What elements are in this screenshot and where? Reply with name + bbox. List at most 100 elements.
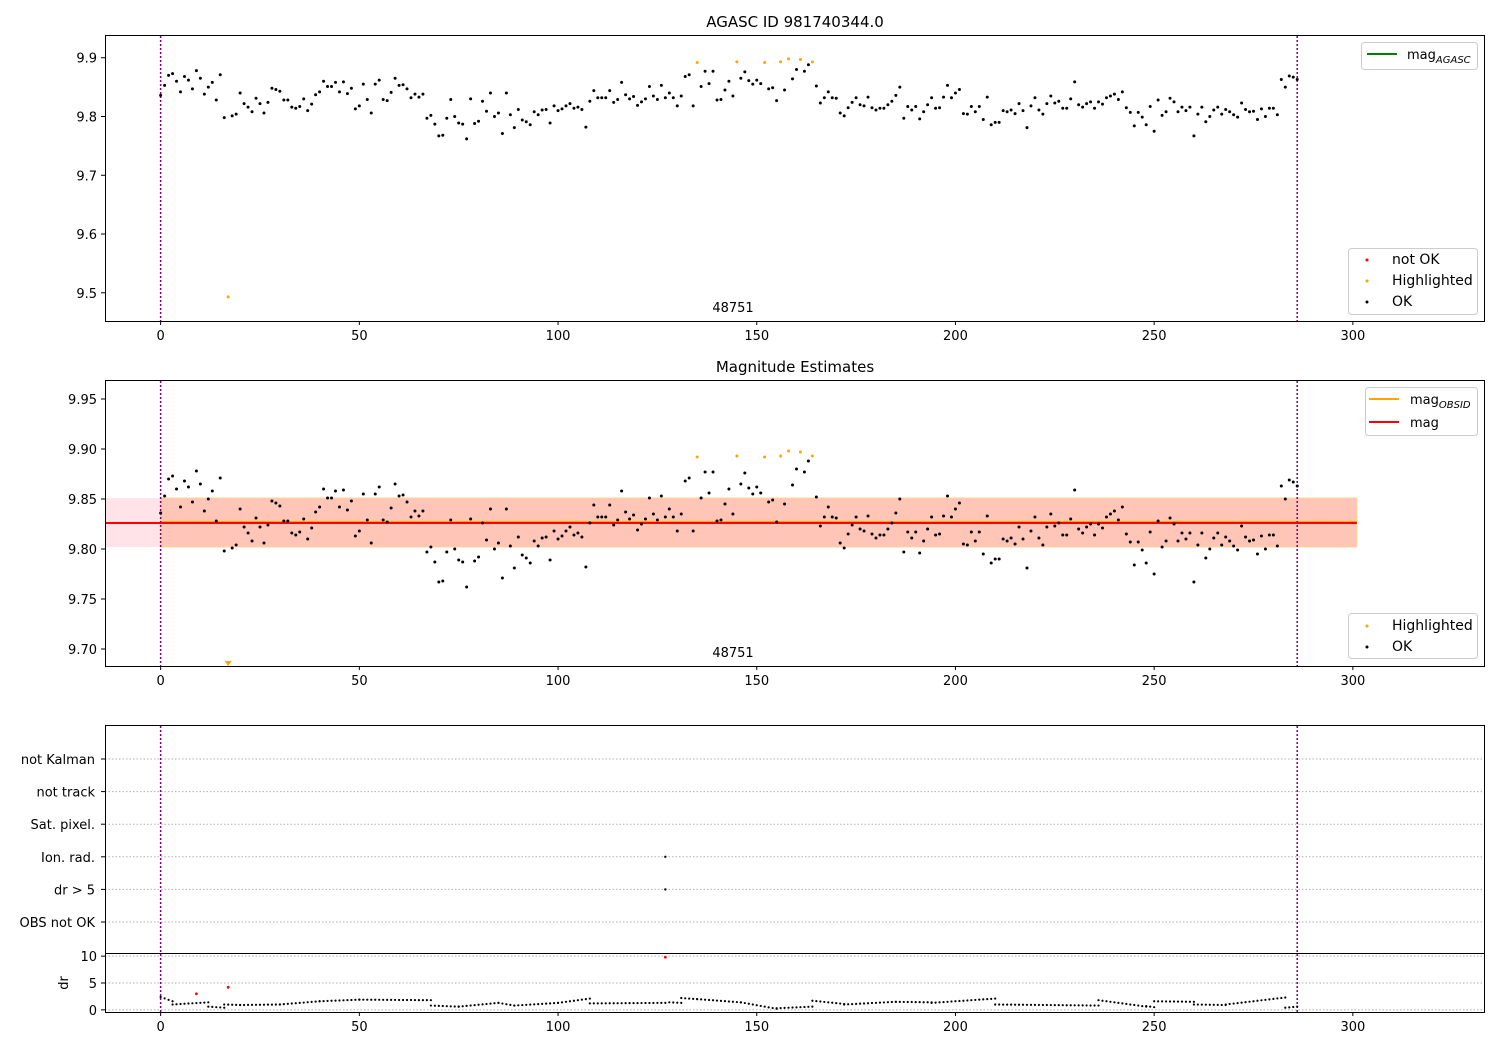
ok-point	[250, 110, 254, 114]
dr-point	[847, 1003, 850, 1006]
dr-point	[1105, 1000, 1108, 1003]
x-tick-label: 300	[1340, 674, 1365, 689]
ok-point	[647, 496, 651, 500]
dr-not-ok-point	[663, 955, 667, 959]
ok-point	[282, 519, 286, 523]
ok-point	[1136, 110, 1140, 114]
obsid-annotation: 48751	[712, 646, 753, 661]
dr-point	[469, 1004, 472, 1007]
dr-point	[513, 1004, 516, 1007]
ok-point	[465, 137, 469, 141]
dr-point	[1101, 999, 1104, 1002]
ok-point	[171, 72, 175, 76]
ok-point	[1248, 110, 1252, 114]
dr-point	[171, 1000, 174, 1003]
dr-point	[1164, 1000, 1168, 1003]
ok-point	[997, 120, 1001, 124]
ok-point	[592, 503, 596, 507]
ok-point	[389, 506, 393, 510]
ok-point	[1045, 525, 1049, 529]
dr-point	[723, 1000, 727, 1003]
dr-point	[700, 998, 703, 1001]
ok-point	[1049, 512, 1053, 516]
ok-point	[620, 80, 624, 84]
x-tick-label: 300	[1340, 329, 1365, 344]
ok-point	[1160, 545, 1164, 549]
ok-point	[874, 108, 878, 112]
ok-point	[997, 557, 1001, 561]
ok-point	[854, 515, 858, 519]
ok-point	[1073, 488, 1077, 492]
dr-point	[489, 1002, 492, 1005]
dr-point	[533, 1003, 536, 1006]
dr-point	[330, 999, 333, 1002]
ok-point	[548, 121, 552, 125]
ok-point	[910, 108, 914, 112]
dr-point	[282, 1003, 285, 1006]
dr-point	[401, 998, 405, 1002]
dr-point	[1129, 1003, 1132, 1006]
ok-point	[687, 73, 691, 77]
ok-point	[791, 77, 795, 81]
dr-point	[707, 998, 711, 1002]
ok-point	[1140, 548, 1144, 552]
ok-point	[345, 508, 349, 512]
flag-row-label: not Kalman	[21, 753, 95, 768]
ok-point	[1033, 96, 1037, 100]
ok-point	[655, 518, 659, 522]
dr-grid	[105, 955, 1484, 1011]
ok-point	[783, 88, 787, 92]
ok-point	[942, 514, 946, 518]
dr-point	[660, 1001, 663, 1004]
ok-point	[1120, 90, 1124, 94]
ok-point	[687, 476, 691, 480]
ok-point	[1232, 544, 1236, 548]
dr-point	[688, 997, 691, 1000]
ok-point	[727, 487, 731, 491]
ok-point	[886, 103, 890, 107]
dr-point	[1061, 1004, 1064, 1007]
ok-point	[596, 96, 600, 100]
ok-point	[1116, 97, 1120, 101]
ok-point	[1255, 552, 1259, 556]
dr-point	[1256, 999, 1259, 1002]
ok-point	[1160, 113, 1164, 117]
ok-point	[373, 82, 377, 86]
y-tick-label: 9.80	[68, 543, 97, 558]
ok-point	[409, 515, 413, 519]
ok-point	[596, 515, 600, 519]
ok-point	[556, 109, 560, 113]
dr-point	[787, 1006, 790, 1009]
ok-point	[326, 85, 330, 89]
ok-point	[568, 102, 572, 106]
ok-point	[1093, 533, 1097, 537]
ok-point	[218, 73, 222, 77]
dr-point	[1149, 1005, 1152, 1008]
ok-point	[512, 566, 516, 570]
not-ok-legend-marker	[1365, 258, 1369, 262]
dr-point	[878, 1001, 882, 1004]
dr-point	[1288, 1006, 1291, 1009]
dr-point	[1041, 1003, 1044, 1007]
agasc-point-legend: not OK Highlighted OK	[1348, 248, 1478, 315]
ok-point	[985, 95, 989, 99]
ok-point	[846, 532, 850, 536]
dr-point	[354, 998, 357, 1001]
dr-point	[1025, 1003, 1029, 1006]
x-tick-label: 0	[156, 1020, 164, 1035]
ok-point	[282, 98, 286, 102]
dr-point	[1081, 1004, 1084, 1007]
dr-point	[441, 1004, 444, 1008]
ok-point	[1152, 572, 1156, 576]
dr-point	[409, 998, 413, 1002]
ok-point	[500, 132, 504, 136]
highlighted-point	[779, 60, 783, 64]
ok-point	[707, 491, 711, 495]
ok-point	[723, 88, 727, 92]
ok-point	[814, 84, 818, 88]
dr-point	[453, 1005, 456, 1008]
dr-point	[950, 1000, 953, 1003]
ok-point	[576, 105, 580, 109]
ok-point	[397, 494, 401, 498]
dr-point	[870, 1001, 874, 1005]
